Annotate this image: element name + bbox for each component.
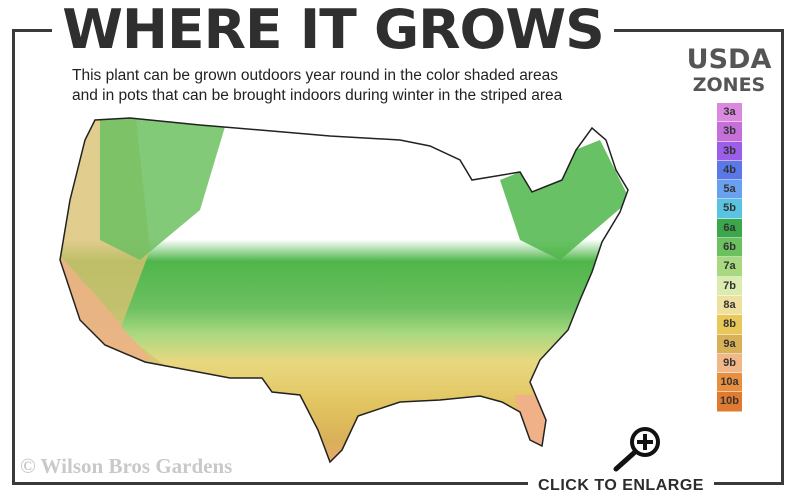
legend-zone-7a: 7a [717,257,742,277]
legend-title-line-2: ZONES [692,74,766,96]
magnifier-plus-icon[interactable] [608,423,668,473]
legend-zone-10b: 10b [717,392,742,412]
us-outline [59,117,629,464]
legend-zone-5a: 5a [717,180,742,200]
legend-zone-3b: 3b [717,141,742,161]
legend-zone-4b: 4b [717,160,742,181]
northwest-green-zones [100,118,230,260]
legend-zone-8b: 8b [717,315,742,335]
legend-zone-6a: 6a [717,218,742,239]
legend-zone-3b: 3b [717,122,742,142]
zone-legend: 3a 3b 3b 4b 5a 5b 6a 6b 7a 7b 8a 8b 9a 9b 10a 10b [717,103,742,412]
legend-zone-7b: 7b [717,276,742,296]
legend-title-line-1: USDA [686,44,772,75]
legend-title: USDA ZONES [684,44,774,97]
legend-zone-6b: 6b [717,238,742,258]
legend-zone-3a: 3a [717,103,742,123]
subtitle-line-1: This plant can be grown outdoors year ro… [72,67,558,84]
click-to-enlarge-button[interactable]: CLICK TO ENLARGE [528,476,714,496]
legend-zone-8a: 8a [717,295,742,316]
legend-zone-9b: 9b [717,353,742,374]
legend-zone-9a: 9a [717,334,742,354]
subtitle-line-2: and in pots that can be brought indoors … [72,87,563,104]
subtitle: This plant can be grown outdoors year ro… [72,66,562,106]
watermark: © Wilson Bros Gardens [20,454,233,478]
legend-zone-10a: 10a [717,373,742,393]
legend-zone-5b: 5b [717,199,742,219]
page-title: WHERE IT GROWS [52,0,614,60]
